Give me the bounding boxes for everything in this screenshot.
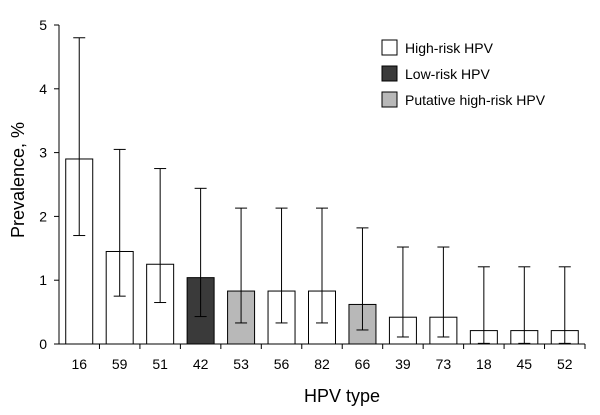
y-tick-label: 5: [39, 17, 47, 33]
y-ticks: 0 1 2 3 4 5: [39, 17, 59, 352]
x-tick-label-52: 52: [557, 356, 573, 372]
x-tick-label-53: 53: [233, 356, 249, 372]
x-tick-label-16: 16: [71, 356, 87, 372]
legend: High-risk HPV Low-risk HPV Putative high-r…: [381, 39, 546, 108]
y-tick-label: 1: [39, 272, 47, 288]
y-axis-title: Prevalence, %: [8, 122, 28, 238]
x-tick-label-42: 42: [193, 356, 209, 372]
y-tick-label: 2: [39, 208, 47, 224]
y-tick-label: 4: [39, 81, 47, 97]
legend-swatch-putative: [381, 91, 398, 108]
x-tick-label-56: 56: [274, 356, 290, 372]
x-tick-label-18: 18: [476, 356, 492, 372]
x-tick-label-51: 51: [152, 356, 168, 372]
legend-label-low: Low-risk HPV: [405, 66, 490, 82]
legend-swatch-high: [381, 39, 398, 56]
error-bars: [73, 37, 571, 344]
x-tick-labels: 16 59 51 42 53 56 82 66 39 73 18 45 52: [71, 344, 586, 372]
x-tick-label-59: 59: [112, 356, 128, 372]
x-tick-label-45: 45: [517, 356, 533, 372]
legend-label-putative: Putative high-risk HPV: [405, 92, 546, 108]
x-tick-label-39: 39: [395, 356, 411, 372]
y-tick-label: 0: [39, 336, 47, 352]
legend-label-high: High-risk HPV: [405, 40, 494, 56]
x-tick-label-66: 66: [355, 356, 371, 372]
legend-swatch-low: [381, 65, 398, 82]
x-axis-title: HPV type: [304, 386, 380, 406]
x-tick-label-73: 73: [436, 356, 452, 372]
x-tick-label-82: 82: [314, 356, 330, 372]
y-tick-label: 3: [39, 145, 47, 161]
